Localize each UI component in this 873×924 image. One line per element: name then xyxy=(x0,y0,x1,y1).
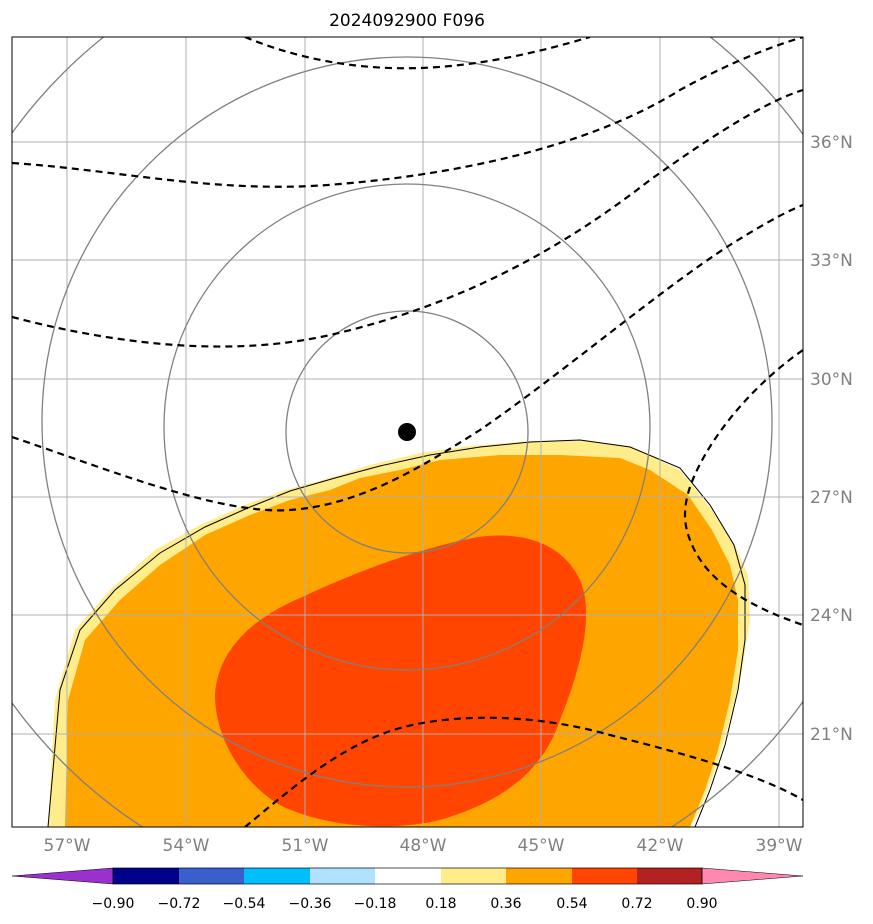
map-title: 2024092900 F096 xyxy=(329,11,485,31)
map-panel xyxy=(12,37,803,827)
colorbar-extend-high xyxy=(701,867,804,885)
colorbar-segment xyxy=(441,868,506,884)
coastline-outline xyxy=(47,439,746,827)
lon-label: 54°W xyxy=(163,836,210,856)
colorbar-segment xyxy=(375,868,441,884)
colorbar-label: 0.18 xyxy=(425,896,456,912)
contour-line xyxy=(12,203,803,512)
lon-label: 57°W xyxy=(44,836,91,856)
colorbar-segment xyxy=(637,868,702,884)
colorbar-label: −0.90 xyxy=(92,896,135,912)
colorbar-segment xyxy=(310,868,375,884)
range-ring-3 xyxy=(41,56,773,788)
gridlines xyxy=(12,37,803,827)
lon-label: 42°W xyxy=(637,836,684,856)
lat-label: 33°N xyxy=(810,251,853,271)
colorbar-frame xyxy=(112,867,703,885)
range-ring-1 xyxy=(285,310,529,554)
lat-label: 24°N xyxy=(810,606,853,626)
contour-line xyxy=(12,37,803,188)
contour-line xyxy=(683,349,803,627)
range-rings xyxy=(12,37,803,827)
colorbar-label: 0.54 xyxy=(556,896,587,912)
lon-label: 48°W xyxy=(400,836,447,856)
lon-label: 39°W xyxy=(756,836,803,856)
colorbar-segment xyxy=(572,868,637,884)
colorbar-label: −0.36 xyxy=(289,896,332,912)
contour-line xyxy=(244,37,591,70)
lat-label: 30°N xyxy=(810,370,853,390)
colorbar-label: 0.72 xyxy=(621,896,652,912)
lat-label: 27°N xyxy=(810,488,853,508)
colorbar-extend-low xyxy=(11,867,114,885)
lat-label: 21°N xyxy=(810,725,853,745)
lat-label: 36°N xyxy=(810,133,853,153)
colorbar-segment xyxy=(244,868,310,884)
storm-center-marker xyxy=(398,423,416,441)
range-ring-2 xyxy=(163,183,651,671)
lon-label: 45°W xyxy=(518,836,565,856)
dashed-contours xyxy=(12,37,803,827)
lon-label: 51°W xyxy=(282,836,329,856)
longitude-labels: 57°W 54°W 51°W 48°W 45°W 42°W 39°W xyxy=(44,836,803,856)
map-frame xyxy=(11,36,804,828)
colorbar-label: −0.72 xyxy=(158,896,201,912)
colorbar-label: −0.18 xyxy=(354,896,397,912)
colorbar-label: 0.36 xyxy=(490,896,521,912)
contour-line xyxy=(244,716,803,827)
colorbar-segment xyxy=(179,868,244,884)
fill-orangered-region xyxy=(215,535,587,827)
colorbar: −0.90 −0.72 −0.54 −0.36 −0.18 0.18 0.36 … xyxy=(11,867,804,912)
latitude-labels: 21°N 24°N 27°N 30°N 33°N 36°N xyxy=(810,133,853,745)
colorbar-label: 0.90 xyxy=(686,896,717,912)
colorbar-segment xyxy=(113,868,179,884)
colorbar-label: −0.54 xyxy=(223,896,266,912)
colorbar-segment xyxy=(506,868,572,884)
